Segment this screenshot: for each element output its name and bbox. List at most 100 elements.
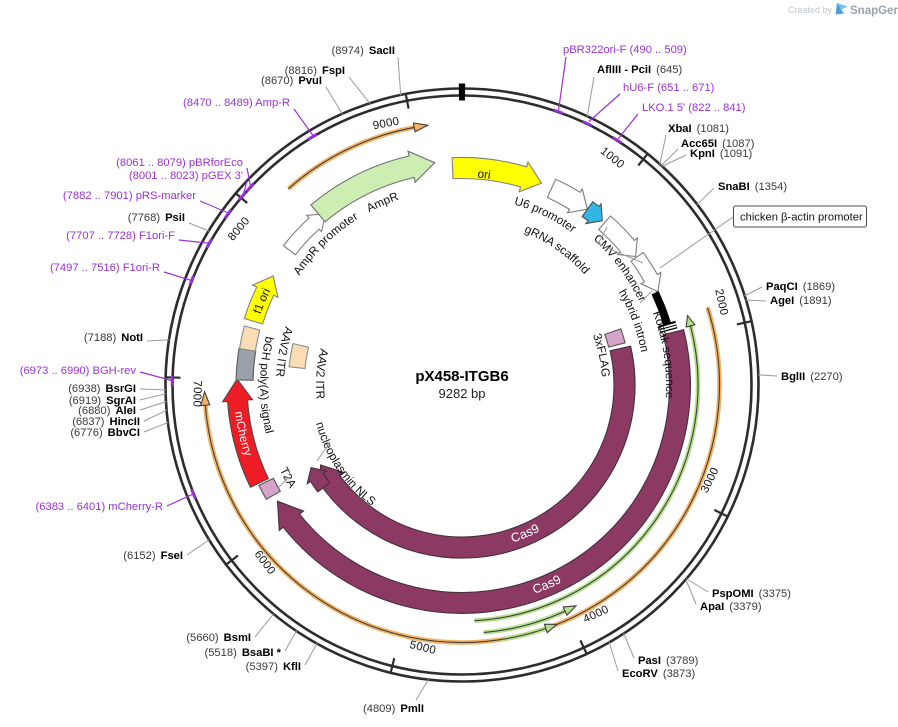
primer-tick xyxy=(223,209,232,219)
pointer-line xyxy=(254,613,275,638)
feature-ori xyxy=(451,156,543,193)
primer-label-lko1-5: LKO.1 5' (822 .. 841) xyxy=(642,102,746,114)
pointer-line xyxy=(143,409,168,422)
orf-arrowhead xyxy=(200,389,211,407)
site-label-afliii-pcii: AflIII - PciI (645) xyxy=(597,64,682,76)
pointer-line xyxy=(685,578,709,593)
orf-arrowhead xyxy=(685,314,696,328)
scale-tick xyxy=(637,152,649,167)
primer-label-amp-r: (8470 .. 8489) Amp-R xyxy=(183,97,290,109)
primer-label-pbr322ori-f: pBR322ori-F (490 .. 509) xyxy=(563,44,687,56)
feature-ampr-promoter xyxy=(282,212,327,256)
pointer-line xyxy=(166,493,194,507)
tick-label-2000: 2000 xyxy=(712,288,729,317)
scale-tick xyxy=(579,639,588,655)
pointer-line xyxy=(597,226,644,264)
feature-u6-promoter xyxy=(546,178,589,214)
pointer-line xyxy=(659,216,734,269)
pointer-line xyxy=(348,76,371,105)
pointer-line xyxy=(199,200,229,214)
pointer-line xyxy=(397,56,402,96)
primer-label-pbrforeco: (8061 .. 8079) pBRforEco xyxy=(116,157,243,169)
pointer-line xyxy=(186,539,210,556)
chicken-promoter-label-group: chicken β-actin promoter xyxy=(659,205,867,269)
site-label-acc65i: Acc65I (1087) xyxy=(681,138,755,150)
primer-label-mcherry-r: (6383 .. 6401) mCherry-R xyxy=(36,501,163,513)
site-label-kpni: KpnI (1091) xyxy=(690,148,752,160)
primer-label-bgh-rev: (6973 .. 6990) BGH-rev xyxy=(20,365,137,377)
tick-label-9000: 9000 xyxy=(372,115,401,132)
pointer-line xyxy=(659,134,667,165)
created-by-text: Created by xyxy=(788,5,833,15)
pointer-line xyxy=(246,167,252,187)
tick-label-8000: 8000 xyxy=(226,215,252,243)
pointer-line xyxy=(242,180,248,195)
orf-arrows xyxy=(200,122,722,645)
pointer-line xyxy=(744,286,763,297)
feature-3xflag xyxy=(604,328,626,348)
orf-arc-line xyxy=(483,610,566,634)
pointer-line xyxy=(617,113,639,140)
site-label-ecorv: EcoRV (3873) xyxy=(622,668,695,680)
pointer-line xyxy=(608,641,619,672)
site-label-alei: (6880) AleI xyxy=(78,405,136,417)
site-label-sgrai: (6919) SgrAI xyxy=(69,395,136,407)
label-bgh-polya: bGH poly(A) signal xyxy=(257,335,277,435)
site-label-paqci: PaqCI (1869) xyxy=(766,281,835,293)
primer-tick xyxy=(190,488,197,500)
label-chicken-b-actin-promoter: chicken β-actin promoter xyxy=(740,212,863,224)
site-label-noti: (7188) NotI xyxy=(84,332,143,344)
feature-aav2-itr-1 xyxy=(238,325,261,352)
pointer-line xyxy=(139,393,167,401)
pointer-line xyxy=(557,56,567,111)
site-label-fsei: (6152) FseI xyxy=(123,550,183,562)
pointer-line xyxy=(745,299,767,302)
scale-tick xyxy=(225,554,239,566)
pointer-line xyxy=(660,148,679,167)
orf-arrowhead xyxy=(562,605,578,617)
svg-text:ori: ori xyxy=(477,167,492,182)
feature-mcherry xyxy=(221,378,270,489)
primer-label-f1ori-f: (7707 .. 7728) F1ori-F xyxy=(66,230,175,242)
primer-labels: (8470 .. 8489) Amp-R (8061 .. 8079) pBRf… xyxy=(20,44,746,513)
snapgene-logo-icon-accent xyxy=(837,3,848,10)
feature-cas9-outer xyxy=(276,329,691,614)
primer-tick xyxy=(307,132,318,141)
site-label-pasi: PasI (3789) xyxy=(638,655,699,667)
pointer-line xyxy=(139,371,172,382)
primer-tick xyxy=(553,108,564,115)
primer-tick xyxy=(245,182,255,192)
orf-arrowhead xyxy=(543,623,559,634)
pointer-line xyxy=(188,222,210,232)
pointer-line xyxy=(316,441,331,462)
plasmid-size: 9282 bp xyxy=(439,386,486,401)
site-label-agei: AgeI (1891) xyxy=(770,295,832,307)
orf-arc-line xyxy=(474,325,699,622)
svg-text:gRNA scaffold: gRNA scaffold xyxy=(523,222,593,277)
site-label-pspomi: PspOMI (3375) xyxy=(712,588,791,600)
scale-tick xyxy=(736,320,753,326)
feature-bgh-polya xyxy=(235,347,257,381)
origin-mark xyxy=(458,83,466,101)
site-label-fspi: (8816) FspI xyxy=(285,65,345,77)
primer-tick xyxy=(612,136,622,144)
feature-nucleoplasmin-nls xyxy=(306,466,331,493)
chicken-promoter-label-box xyxy=(733,205,867,228)
feature-f1-ori xyxy=(243,275,279,325)
site-label-kfli: (5397) KflI xyxy=(246,661,301,673)
site-label-hincii: (6837) HincII xyxy=(72,416,140,428)
feature-ampr xyxy=(310,150,436,223)
pointer-line xyxy=(178,239,211,244)
pointer-line xyxy=(325,86,344,115)
pointer-line xyxy=(696,187,715,206)
credit-group: Created by SnapGene xyxy=(788,3,898,17)
site-label-snabi: SnaBI (1354) xyxy=(718,181,787,193)
pointer-line xyxy=(588,93,621,122)
pointer-line xyxy=(143,421,169,433)
pointer-line xyxy=(685,579,697,605)
site-label-bglii: BglII (2270) xyxy=(781,371,843,383)
pointer-line xyxy=(415,678,430,701)
pointer-line xyxy=(139,388,167,391)
svg-text:AAV2 ITR: AAV2 ITR xyxy=(313,347,331,399)
